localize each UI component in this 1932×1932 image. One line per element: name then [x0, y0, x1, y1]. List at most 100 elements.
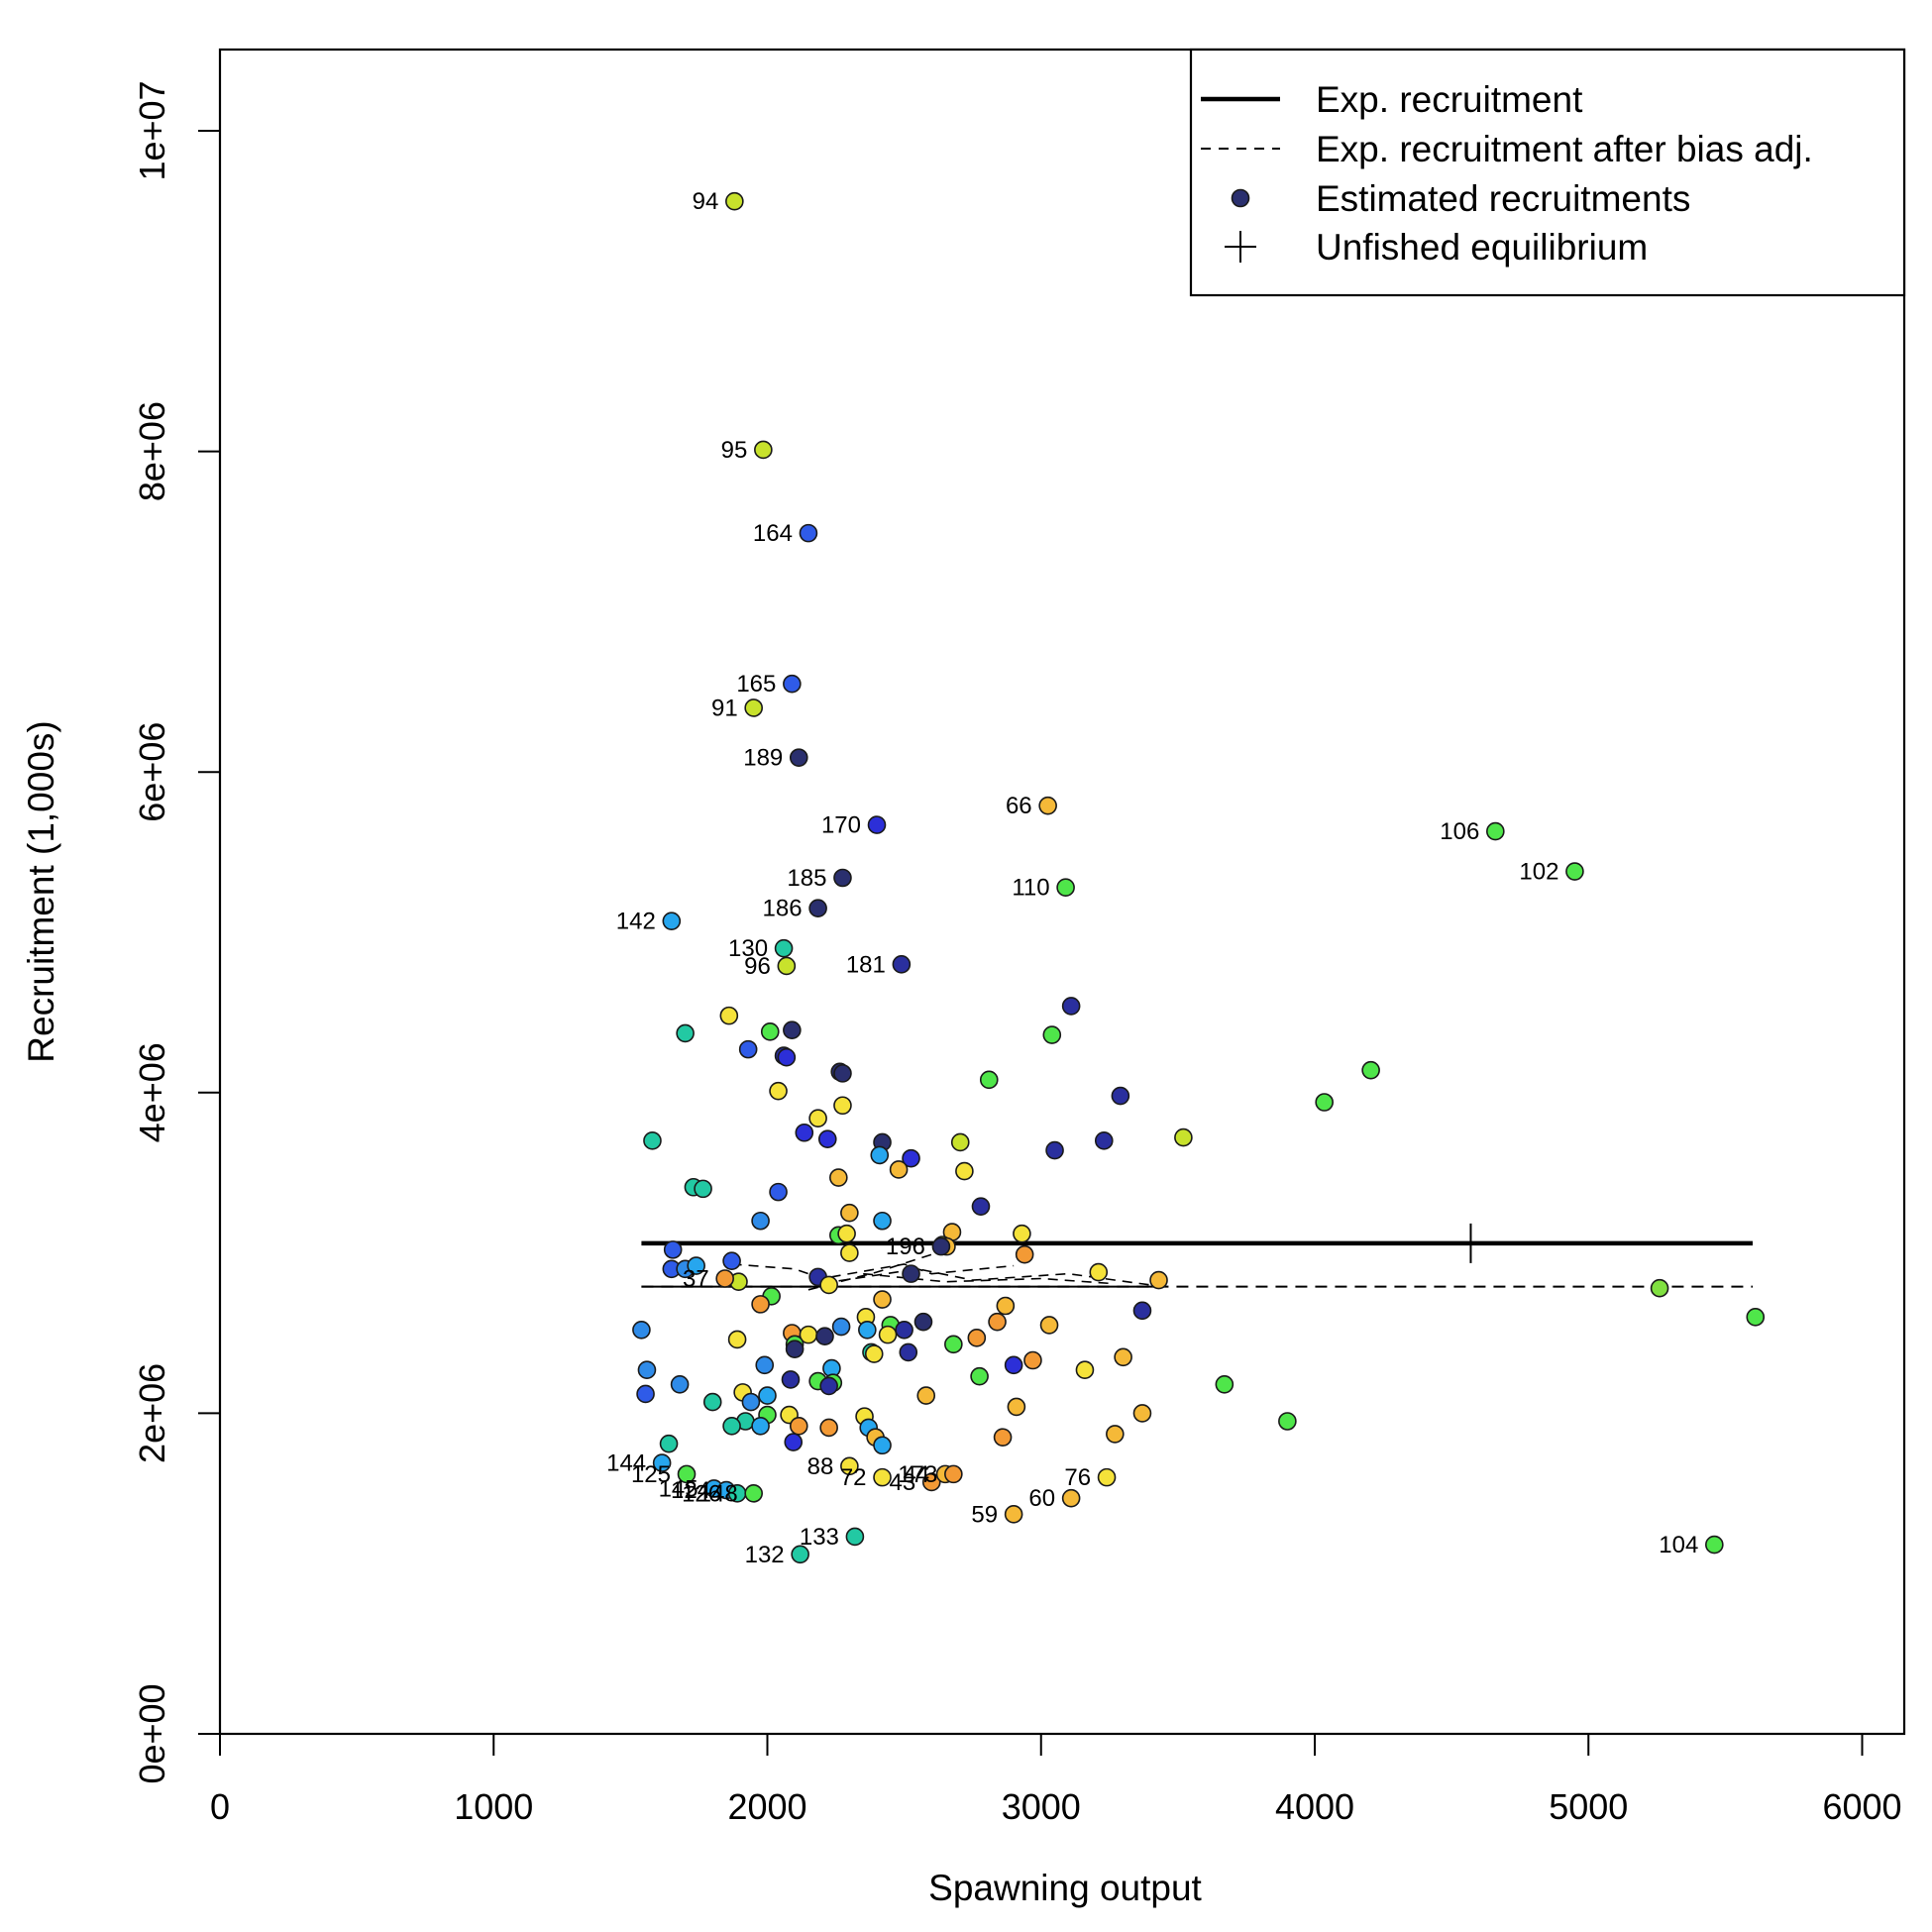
recruitment-point [819, 1275, 838, 1295]
recruitment-point [1045, 1140, 1064, 1160]
recruitment-point [950, 1132, 970, 1152]
x-tick-label: 2000 [727, 1786, 806, 1827]
y-tick-label: 2e+06 [132, 1363, 172, 1463]
recruitment-point [722, 1417, 741, 1436]
point-label: 95 [721, 437, 748, 464]
recruitment-point [1278, 1412, 1297, 1431]
point-label: 96 [744, 953, 771, 980]
recruitment-point [777, 1047, 797, 1067]
recruitment-point [895, 1320, 913, 1340]
point-label: 142 [616, 909, 656, 935]
recruitment-point [643, 1131, 662, 1150]
recruitment-point [1315, 1093, 1334, 1112]
recruitment-point [727, 1330, 747, 1349]
recruitment-point [831, 1317, 851, 1337]
recruitment-point [789, 1417, 808, 1436]
x-tick-label: 1000 [454, 1786, 533, 1827]
recruitment-point [1746, 1308, 1766, 1327]
recruitment-point [774, 938, 794, 958]
recruitment-point [1132, 1301, 1152, 1321]
point-label: 185 [787, 865, 826, 892]
recruitment-point [1149, 1270, 1168, 1290]
recruitment-point [795, 1123, 814, 1142]
recruitment-point [931, 1236, 951, 1256]
recruitment-point [758, 1386, 777, 1405]
recruitment-point [785, 1340, 805, 1358]
recruitment-point [783, 1020, 802, 1039]
recruitment-point [1004, 1355, 1023, 1375]
point-label: 110 [1012, 875, 1049, 902]
recruitment-point [777, 956, 797, 976]
recruitment-point [738, 1039, 758, 1059]
recruitment-point [916, 1386, 936, 1405]
point-label: 165 [736, 671, 776, 698]
recruitment-point [1486, 821, 1505, 841]
recruitment-point [659, 1434, 679, 1453]
recruitment-point [1056, 878, 1075, 897]
recruitment-point [1111, 1086, 1130, 1106]
recruitment-point [769, 1182, 788, 1202]
recruitment-point [1106, 1425, 1125, 1444]
recruitment-point [944, 1335, 963, 1354]
recruitment-point [873, 1436, 892, 1455]
point-label: 148 [698, 1480, 738, 1507]
recruitment-point [808, 1109, 827, 1127]
recruitment-point [996, 1296, 1016, 1316]
recruitment-point [944, 1464, 963, 1484]
y-axis: 0e+00 2e+06 4e+06 6e+06 8e+06 1e+07 [132, 80, 221, 1784]
recruitment-point [873, 1467, 892, 1487]
recruitment-point [817, 1129, 837, 1149]
point-label: 94 [693, 188, 719, 215]
recruitment-point [744, 1484, 763, 1503]
recruitment-point [867, 815, 887, 834]
recruitment-point [1038, 796, 1057, 815]
recruitment-point [687, 1256, 705, 1275]
recruitment-point [769, 1081, 788, 1101]
point-label: 170 [821, 812, 861, 839]
recruitment-point [1089, 1262, 1109, 1282]
point-label: 181 [846, 951, 886, 978]
recruitment-point [864, 1344, 884, 1363]
recruitment-point [808, 899, 827, 918]
legend-entry-label: Unfished equilibrium [1316, 227, 1648, 268]
recruitment-point [1565, 862, 1584, 881]
recruitment-point [1114, 1347, 1132, 1367]
recruitment-point [1705, 1535, 1724, 1555]
recruitment-point [715, 1269, 734, 1288]
recruitment-point [1361, 1060, 1380, 1080]
bias-adjusted-path [731, 1263, 1015, 1280]
legend-entry-label: Exp. recruitment after bias adj. [1316, 129, 1813, 169]
recruitment-point [719, 1006, 739, 1025]
recruitment-point [751, 1417, 770, 1436]
point-label: 43 [890, 1469, 916, 1496]
recruitment-point [902, 1148, 920, 1168]
point-label: 126 [682, 1480, 721, 1507]
recruitment-point [755, 1355, 775, 1375]
recruitment-point [829, 1168, 848, 1187]
point-label: 72 [840, 1464, 867, 1491]
point-label: 66 [1006, 793, 1032, 819]
point-label: 88 [807, 1453, 834, 1480]
recruitment-point [1097, 1467, 1117, 1487]
recruitment-point [789, 748, 808, 767]
recruitment-point [955, 1161, 974, 1181]
y-tick-label: 6e+06 [132, 722, 172, 822]
unfished-equilibrium-marker [1452, 1223, 1489, 1263]
point-label: 144 [606, 1450, 646, 1477]
x-tick-label: 5000 [1549, 1786, 1628, 1827]
x-tick-label: 4000 [1275, 1786, 1354, 1827]
recruitment-point [878, 1325, 898, 1344]
recruitment-point [913, 1312, 933, 1332]
point-label: 173 [898, 1461, 937, 1488]
bias-adjusted-path [863, 1272, 1110, 1285]
recruitment-point [840, 1243, 859, 1262]
recruitment-point [676, 1023, 695, 1043]
y-axis-title: Recruitment (1,000s) [21, 720, 61, 1062]
point-label: 106 [1440, 818, 1479, 845]
recruitment-point [1039, 1316, 1059, 1335]
recruitment-point [677, 1464, 697, 1484]
recruitment-point [870, 1145, 890, 1165]
point-label: 130 [728, 935, 768, 962]
point-label: 145 [659, 1475, 698, 1502]
